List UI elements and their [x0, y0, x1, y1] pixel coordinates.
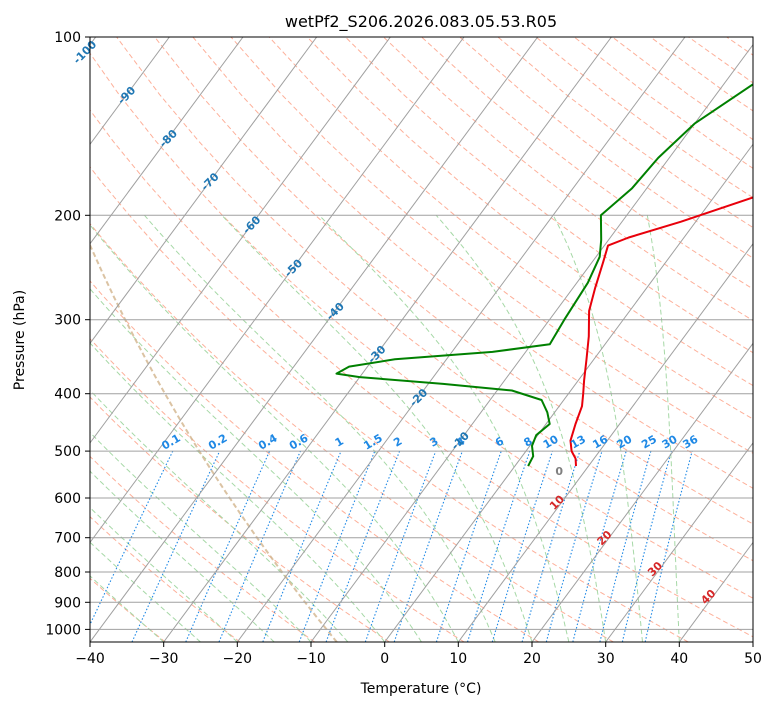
mixing-ratio-line — [599, 450, 652, 642]
x-axis-title: Temperature (°C) — [360, 681, 482, 697]
x-tick-label: −20 — [223, 651, 253, 667]
x-tick-label: 40 — [670, 651, 688, 667]
dry-adiabat-line — [192, 37, 753, 489]
moist-adiabat-line — [90, 342, 386, 642]
dry-adiabat-line — [90, 577, 166, 642]
y-tick-label: 300 — [54, 313, 81, 329]
dry-adiabat-line — [90, 516, 241, 642]
mixing-ratio-line — [364, 450, 437, 642]
moist-adiabat-line — [221, 214, 533, 642]
x-tick-label: −30 — [149, 651, 179, 667]
dry-adiabat-line — [90, 396, 390, 642]
isotherm-line — [90, 37, 244, 245]
isotherm-line — [236, 37, 686, 642]
isotherm-line — [457, 242, 753, 642]
isotherm-line — [90, 37, 465, 544]
dry-adiabat-line — [90, 52, 753, 599]
isotherm-line — [90, 37, 391, 444]
mixing-ratio-line — [466, 450, 531, 642]
moist-adiabat-line — [144, 214, 496, 642]
moist-adiabat-line — [646, 215, 680, 642]
y-tick-label: 100 — [54, 30, 81, 46]
mixing-ratio-line — [262, 450, 342, 642]
dry-adiabat-line — [90, 222, 614, 642]
y-tick-label: 700 — [54, 531, 81, 547]
dry-adiabat-line — [90, 280, 540, 642]
y-axis-title: Pressure (hPa) — [12, 290, 28, 390]
y-tick-label: 900 — [54, 595, 81, 611]
mixing-ratio-line — [435, 450, 502, 642]
isotherm-line — [90, 37, 318, 345]
moist-adiabat-line — [90, 575, 165, 642]
isotherm-line — [384, 143, 753, 642]
dry-adiabat-line — [90, 166, 689, 642]
dry-adiabat-line — [306, 37, 753, 387]
mixing-ratio-line — [644, 450, 693, 642]
x-tick-label: −10 — [296, 651, 326, 667]
isotherm-line — [90, 37, 170, 146]
dewpoint-line — [335, 82, 753, 467]
x-tick-label: 0 — [380, 651, 389, 667]
mixing-ratio-line — [521, 450, 581, 642]
y-tick-label: 1000 — [45, 622, 81, 638]
x-tick-label: 50 — [744, 651, 762, 667]
isotherm-line — [90, 37, 539, 642]
mixing-ratio-line — [545, 450, 603, 642]
mixing-ratio-line — [298, 450, 376, 642]
mixing-ratio-line — [572, 450, 627, 642]
mixing-ratio-line — [185, 450, 271, 642]
chart-title: wetPf2_S206.2026.083.05.53.R05 — [285, 12, 557, 32]
moist-adiabat-line — [318, 214, 570, 642]
moist-adiabat-line — [435, 214, 607, 642]
y-tick-label: 200 — [54, 208, 81, 224]
isotherm-line — [531, 342, 753, 642]
moist-adiabat-line — [90, 431, 312, 642]
dry-adiabat-line — [268, 37, 753, 420]
isotherm-line — [310, 43, 753, 642]
y-tick-label: 500 — [54, 444, 81, 460]
moist-adiabat-line — [90, 541, 201, 642]
isotherm-line — [163, 37, 612, 642]
x-tick-label: 30 — [597, 651, 615, 667]
isotherm-line — [605, 442, 753, 642]
x-tick-label: 10 — [449, 651, 467, 667]
mixing-ratio-line — [325, 450, 401, 642]
y-tick-label: 800 — [54, 565, 81, 581]
x-tick-label: 20 — [523, 651, 541, 667]
moist-adiabat-line — [90, 224, 459, 642]
wetbulb-label: 0 — [555, 465, 563, 478]
temperature-line — [569, 196, 753, 467]
y-tick-label: 600 — [54, 491, 81, 507]
dry-adiabat-line — [421, 37, 753, 290]
lcl-curve — [90, 242, 338, 642]
y-tick-label: 400 — [54, 387, 81, 403]
dry-adiabat-line — [154, 37, 753, 525]
plot-frame — [89, 36, 754, 643]
x-tick-label: −40 — [75, 651, 105, 667]
mixing-ratio-line — [218, 450, 302, 642]
dry-adiabat-line — [90, 338, 465, 642]
moist-adiabat-line — [552, 215, 643, 642]
